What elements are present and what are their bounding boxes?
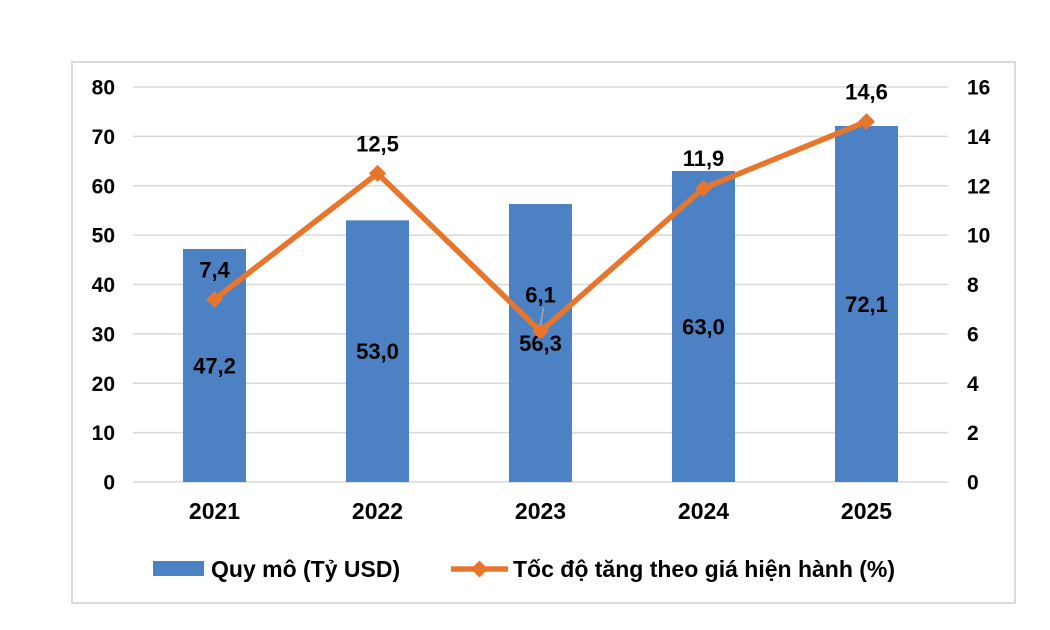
- bar: [346, 220, 409, 482]
- right-axis-tick: 2: [967, 422, 979, 445]
- line-value-label: 11,9: [683, 146, 725, 171]
- bar-value-label: 63,0: [682, 314, 725, 339]
- left-axis-tick: 10: [92, 422, 115, 445]
- legend-label-bar: Quy mô (Tỷ USD): [211, 556, 400, 582]
- legend-swatch-bar: [153, 561, 204, 576]
- chart-frame: 0 10 20 30 40 50 60 70 80 0 2 4 6 8 10 12 14 16 47,2 53,0 56…: [71, 61, 1016, 604]
- legend-label-line: Tốc độ tăng theo giá hiện hành (%): [513, 556, 895, 582]
- x-axis-label: 2022: [352, 498, 403, 524]
- bar: [183, 248, 246, 482]
- left-axis-tick: 30: [92, 323, 115, 346]
- right-axis-tick: 4: [967, 373, 979, 396]
- left-axis-tick: 0: [103, 472, 115, 495]
- left-axis-tick: 40: [92, 274, 115, 297]
- right-axis-tick: 14: [967, 126, 991, 149]
- left-axis-tick: 50: [92, 225, 115, 248]
- line-marker: [858, 113, 875, 131]
- right-axis-tick: 8: [967, 274, 979, 297]
- left-axis-tick: 20: [92, 373, 115, 396]
- legend-line-marker: [471, 560, 488, 578]
- x-axis-label: 2021: [189, 498, 240, 524]
- line-marker: [206, 290, 223, 308]
- right-axis-tick: 6: [967, 323, 979, 346]
- bar: [835, 126, 898, 482]
- line-value-label: 7,4: [199, 257, 230, 282]
- line-marker: [369, 164, 386, 182]
- left-axis-tick: 80: [92, 77, 115, 100]
- x-axis-label: 2024: [678, 498, 729, 524]
- bar-value-label: 47,2: [193, 353, 236, 378]
- line-value-label: 14,6: [845, 80, 888, 105]
- line-value-label: 6,1: [525, 282, 556, 307]
- x-axis-label: 2025: [841, 498, 892, 524]
- right-axis-tick: 16: [967, 77, 990, 100]
- bar: [509, 204, 572, 483]
- left-axis-tick: 60: [92, 175, 115, 198]
- right-axis-tick: 12: [967, 175, 990, 198]
- left-axis-tick: 70: [92, 126, 115, 149]
- bar-value-label: 72,1: [845, 292, 888, 317]
- line-marker: [532, 322, 549, 340]
- right-axis-tick: 10: [967, 225, 990, 248]
- line-marker: [695, 179, 712, 197]
- bar-value-label: 53,0: [356, 339, 399, 364]
- right-axis-tick: 0: [967, 472, 979, 495]
- bar: [672, 170, 735, 482]
- line-value-label: 12,5: [356, 131, 399, 156]
- x-axis-label: 2023: [515, 498, 566, 524]
- label-leader-line: [539, 307, 545, 326]
